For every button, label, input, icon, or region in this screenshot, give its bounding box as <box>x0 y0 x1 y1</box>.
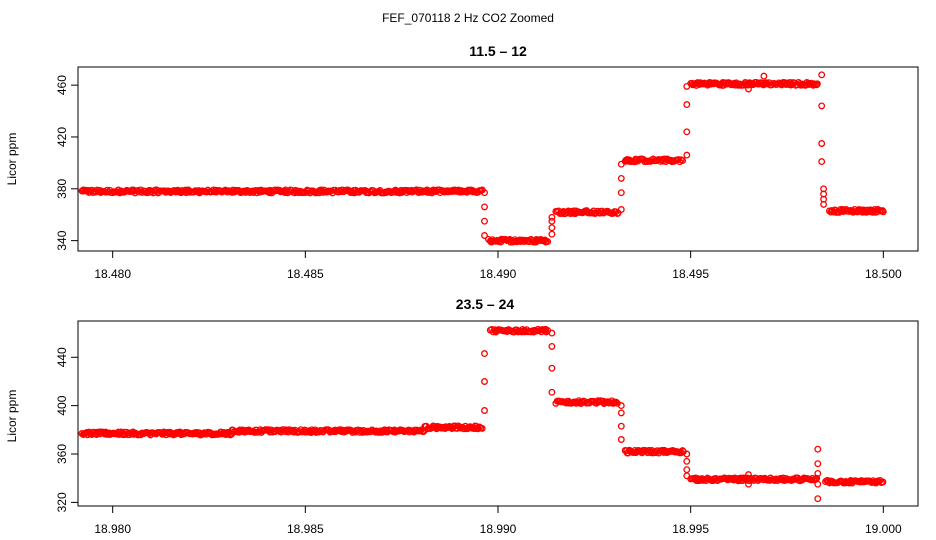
chart-1-point <box>760 72 768 80</box>
chart-2-point <box>478 424 486 432</box>
chart-1-point <box>683 128 691 136</box>
chart-1-point <box>548 217 556 225</box>
chart-2-point <box>814 469 822 477</box>
chart-2-point <box>548 388 556 396</box>
chart-1-ylabel: Licor ppm <box>5 133 19 186</box>
chart-2-x-tick-label: 18.990 <box>480 522 517 536</box>
chart-1-x-tick-label: 18.480 <box>94 267 131 281</box>
chart-1-point <box>481 217 488 225</box>
chart-2-point <box>617 409 625 417</box>
chart-1-point <box>683 82 691 90</box>
chart-1-point <box>617 160 625 168</box>
chart-1-point <box>484 235 492 243</box>
figure-title: FEF_070118 2 Hz CO2 Zoomed <box>382 11 554 25</box>
chart-1-point <box>683 151 691 159</box>
chart-2-frame <box>77 320 919 507</box>
chart-2-ylabel: Licor ppm <box>5 390 19 443</box>
chart-1-point <box>617 189 625 197</box>
chart-1-point <box>481 203 488 211</box>
chart-2-point <box>548 342 556 350</box>
chart-2-point <box>879 478 887 486</box>
chart-1-point <box>818 71 826 79</box>
chart-2-point <box>814 445 822 453</box>
chart-1-point <box>818 102 826 110</box>
chart-1-x-tick-label: 18.500 <box>865 267 902 281</box>
chart-2-y-tick-label: 400 <box>55 395 69 415</box>
chart-1-title: 11.5 – 12 <box>469 43 527 59</box>
chart-2-point <box>617 436 625 443</box>
chart-2-y-tick-label: 320 <box>55 492 69 512</box>
chart-2-points <box>78 325 887 503</box>
chart-2-point <box>745 471 752 479</box>
chart-2-x-tick-label: 19.000 <box>865 522 902 536</box>
chart-1-point <box>679 157 687 165</box>
chart-1-point <box>818 158 826 166</box>
chart-2-point <box>481 378 488 385</box>
chart-1-point <box>813 80 821 88</box>
chart-1-point <box>879 208 887 216</box>
chart-1-point <box>617 206 625 213</box>
chart-2-point <box>683 466 691 474</box>
chart-2-x-tick-label: 18.985 <box>287 522 324 536</box>
chart-1-point <box>481 189 488 197</box>
chart-2-point <box>617 422 625 430</box>
chart-1-point <box>617 174 625 182</box>
chart-2-x-tick-label: 18.980 <box>94 522 131 536</box>
chart-1-x-tick-label: 18.490 <box>480 267 517 281</box>
chart-2-point <box>814 495 822 503</box>
chart-2-point <box>683 457 691 465</box>
chart-2-point <box>481 407 488 414</box>
chart-panel-1: 11.5 – 12 Licor ppm 18.480 18.485 18.490 18… <box>5 43 919 281</box>
chart-2-point <box>548 329 556 337</box>
chart-1-frame <box>77 66 919 252</box>
chart-1-point <box>544 238 552 246</box>
chart-1-point <box>820 200 828 208</box>
chart-2-point <box>481 350 488 358</box>
chart-1-points <box>78 71 887 246</box>
chart-panel-2: 23.5 – 24 Licor ppm 18.980 18.985 18.990 18… <box>5 296 919 536</box>
chart-2-point <box>617 402 625 410</box>
chart-1-point <box>548 213 556 221</box>
chart-1-x-tick-label: 18.495 <box>672 267 709 281</box>
chart-1-point <box>548 230 556 238</box>
chart-1-x-tick-label: 18.485 <box>287 267 324 281</box>
chart-1-point <box>745 85 752 93</box>
chart-1-point <box>481 232 488 239</box>
chart-2-point <box>349 428 356 436</box>
chart-2-y-tick-label: 440 <box>55 347 69 367</box>
chart-2-y-tick-label: 360 <box>55 444 69 464</box>
chart-2-point <box>683 450 691 458</box>
chart-2-point <box>683 472 691 480</box>
chart-2-title: 23.5 – 24 <box>456 296 515 312</box>
chart-1-y-tick-label: 460 <box>55 75 69 95</box>
chart-1-y-tick-label: 340 <box>55 230 69 250</box>
chart-1-point <box>818 140 826 147</box>
chart-2-point <box>814 460 822 468</box>
chart-2-point <box>612 398 620 406</box>
chart-2-point <box>548 364 556 372</box>
chart-2-point <box>745 480 752 488</box>
chart-1-axes: 18.480 18.485 18.490 18.495 18.500 340 380 420 4… <box>55 75 902 281</box>
chart-2-point <box>814 480 822 488</box>
chart-2-x-tick-label: 18.995 <box>672 522 709 536</box>
chart-1-point <box>548 224 556 232</box>
chart-1-y-tick-label: 420 <box>55 127 69 147</box>
chart-1-y-tick-label: 380 <box>55 178 69 198</box>
chart-1-point <box>683 101 691 109</box>
chart-2-axes: 18.980 18.985 18.990 18.995 19.000 320 360 400 4… <box>55 347 902 536</box>
